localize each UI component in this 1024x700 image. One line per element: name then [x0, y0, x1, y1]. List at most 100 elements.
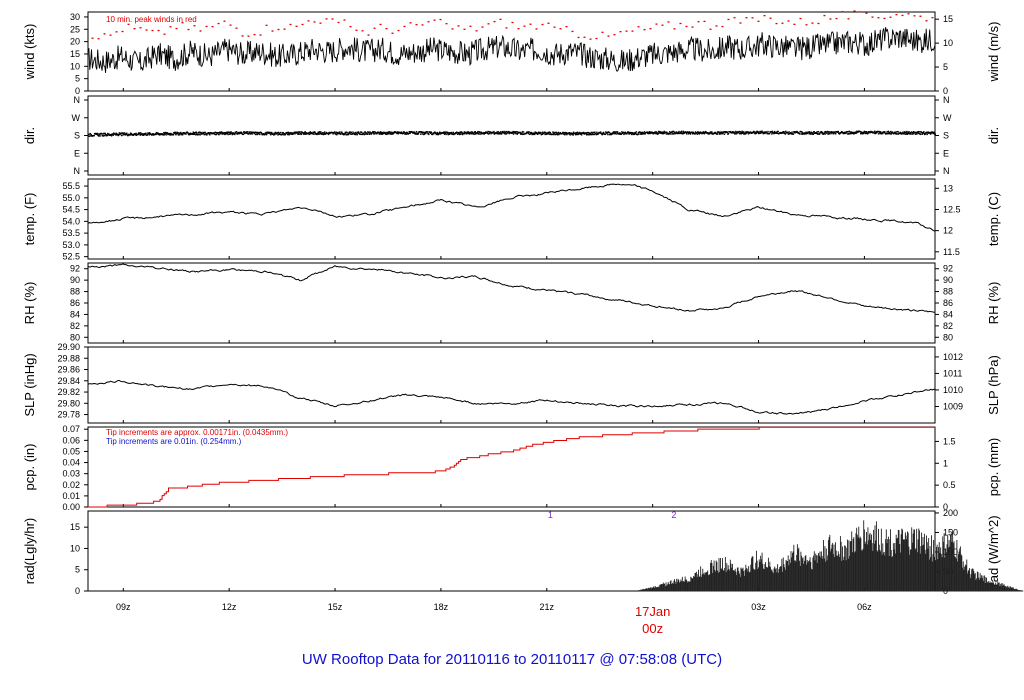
- direction-point: [314, 132, 316, 134]
- peak-wind-point: [535, 28, 538, 30]
- peak-wind-point: [103, 33, 106, 35]
- direction-point: [773, 132, 775, 135]
- y-axis-label-right: RH (%): [986, 282, 1001, 325]
- direction-point: [535, 131, 538, 134]
- direction-point: [464, 133, 466, 135]
- direction-point: [189, 133, 191, 136]
- direction-point: [404, 133, 406, 135]
- peak-wind-point: [463, 28, 466, 30]
- direction-point: [782, 132, 784, 134]
- direction-point: [345, 134, 347, 136]
- direction-point: [662, 133, 664, 135]
- annotation-peak-winds: 10 min. peak winds in red: [106, 15, 197, 24]
- direction-point: [182, 134, 184, 136]
- direction-point: [423, 133, 426, 135]
- direction-point: [159, 134, 161, 136]
- x-tick-label: 18z: [434, 602, 449, 612]
- direction-point: [730, 131, 732, 133]
- direction-point: [932, 132, 934, 135]
- direction-point: [709, 132, 712, 134]
- direction-point: [616, 131, 619, 133]
- direction-point: [639, 131, 641, 133]
- direction-point: [579, 131, 581, 134]
- direction-point: [198, 131, 200, 134]
- peak-wind-point: [811, 22, 814, 24]
- direction-point: [163, 132, 166, 135]
- direction-point: [448, 133, 451, 136]
- direction-point: [907, 132, 910, 135]
- direction-point: [576, 131, 579, 133]
- direction-point: [115, 132, 117, 134]
- direction-point: [631, 131, 633, 134]
- direction-point: [102, 135, 105, 137]
- direction-point: [359, 133, 361, 135]
- direction-point: [741, 132, 744, 134]
- peak-wind-point: [685, 25, 688, 28]
- direction-point: [207, 132, 209, 135]
- direction-point: [356, 133, 358, 135]
- direction-point: [682, 130, 684, 133]
- direction-point: [447, 133, 449, 136]
- direction-point: [406, 131, 408, 134]
- direction-point: [813, 131, 815, 133]
- peak-wind-point: [469, 25, 472, 27]
- direction-point: [651, 131, 654, 134]
- direction-point: [577, 132, 580, 135]
- direction-point: [461, 133, 464, 136]
- direction-point: [137, 133, 139, 136]
- direction-point: [774, 130, 776, 133]
- peak-wind-point: [595, 37, 598, 40]
- y-tick-label-left: 0.05: [62, 446, 80, 456]
- direction-point: [548, 132, 550, 134]
- peak-wind-point: [265, 24, 268, 26]
- direction-point: [640, 132, 643, 134]
- y-tick-label-right: 1012: [943, 352, 963, 362]
- direction-point: [834, 131, 836, 133]
- direction-point: [831, 132, 833, 135]
- direction-point: [626, 133, 628, 135]
- direction-point: [444, 132, 446, 134]
- y-tick-label-left: S: [74, 131, 80, 141]
- direction-point: [708, 133, 711, 135]
- direction-point: [397, 133, 399, 135]
- direction-point: [914, 131, 916, 134]
- direction-point: [174, 132, 176, 135]
- y-tick-label-left: 84: [70, 309, 80, 319]
- direction-point: [879, 131, 882, 133]
- direction-point: [413, 132, 415, 134]
- direction-point: [466, 131, 469, 133]
- direction-point: [214, 131, 217, 133]
- direction-point: [135, 132, 137, 135]
- direction-point: [294, 133, 296, 135]
- peak-wind-point: [361, 30, 364, 32]
- direction-point: [735, 130, 737, 133]
- direction-point: [735, 131, 737, 133]
- direction-point: [204, 131, 206, 134]
- direction-point: [90, 135, 92, 137]
- direction-point: [761, 130, 763, 132]
- direction-point: [602, 131, 605, 134]
- y-tick-label-left: 0.04: [62, 458, 80, 468]
- direction-point: [838, 132, 840, 134]
- y-tick-label-left: 29.88: [57, 353, 80, 363]
- direction-point: [716, 131, 719, 133]
- y-tick-label-right: 10: [943, 38, 953, 48]
- direction-point: [497, 133, 500, 135]
- peak-wind-point: [223, 20, 226, 22]
- direction-point: [179, 132, 181, 135]
- direction-point: [428, 133, 430, 136]
- direction-point: [575, 134, 577, 136]
- direction-point: [899, 131, 902, 134]
- direction-point: [414, 132, 416, 134]
- direction-point: [639, 133, 642, 135]
- direction-point: [541, 131, 544, 133]
- direction-point: [595, 132, 597, 135]
- peak-wind-point: [793, 23, 796, 25]
- direction-point: [789, 132, 791, 135]
- direction-point: [545, 133, 548, 135]
- direction-point: [934, 133, 936, 135]
- direction-point: [300, 133, 302, 136]
- direction-point: [436, 131, 438, 134]
- direction-point: [883, 131, 886, 134]
- peak-wind-point: [349, 25, 352, 28]
